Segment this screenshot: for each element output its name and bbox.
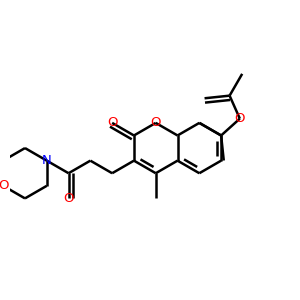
Text: O: O: [0, 179, 8, 192]
Text: O: O: [151, 116, 161, 129]
Text: O: O: [235, 112, 245, 125]
Text: O: O: [63, 192, 74, 205]
Text: N: N: [42, 154, 52, 167]
Text: O: O: [107, 116, 117, 129]
